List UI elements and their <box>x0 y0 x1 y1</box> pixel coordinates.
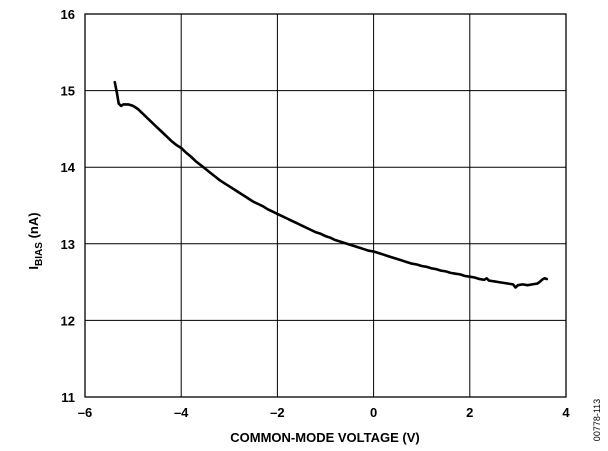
x-tick-label: 4 <box>562 405 570 420</box>
x-tick-labels: –6 –4 –2 0 2 4 <box>78 405 571 420</box>
y-axis-title: IBIAS (nA) <box>26 212 45 269</box>
y-tick-label: 15 <box>61 84 75 99</box>
y-tick-label: 16 <box>61 7 75 22</box>
y-tick-labels: 11 12 13 14 15 16 <box>61 7 76 405</box>
y-axis-title-subscript: BIAS <box>34 242 45 266</box>
x-tick-label: –2 <box>270 405 284 420</box>
series-layer <box>113 80 549 289</box>
x-tick-label: 2 <box>466 405 473 420</box>
x-tick-label: 0 <box>370 405 377 420</box>
y-axis-title-suffix: (nA) <box>26 212 41 242</box>
y-tick-label: 13 <box>61 237 75 252</box>
plot-area-frame <box>84 13 567 398</box>
x-axis-title: COMMON-MODE VOLTAGE (V) <box>230 430 419 445</box>
x-tick-label: –6 <box>78 405 92 420</box>
y-axis-title-prefix: I <box>26 266 41 270</box>
y-tick-label: 11 <box>61 390 75 405</box>
y-tick-label: 14 <box>61 160 76 175</box>
grid-lines <box>84 13 567 398</box>
figure-id-label: 00778-113 <box>592 399 602 441</box>
x-tick-label: –4 <box>174 405 189 420</box>
y-tick-label: 12 <box>61 313 75 328</box>
bias-current-series-line <box>113 80 549 289</box>
